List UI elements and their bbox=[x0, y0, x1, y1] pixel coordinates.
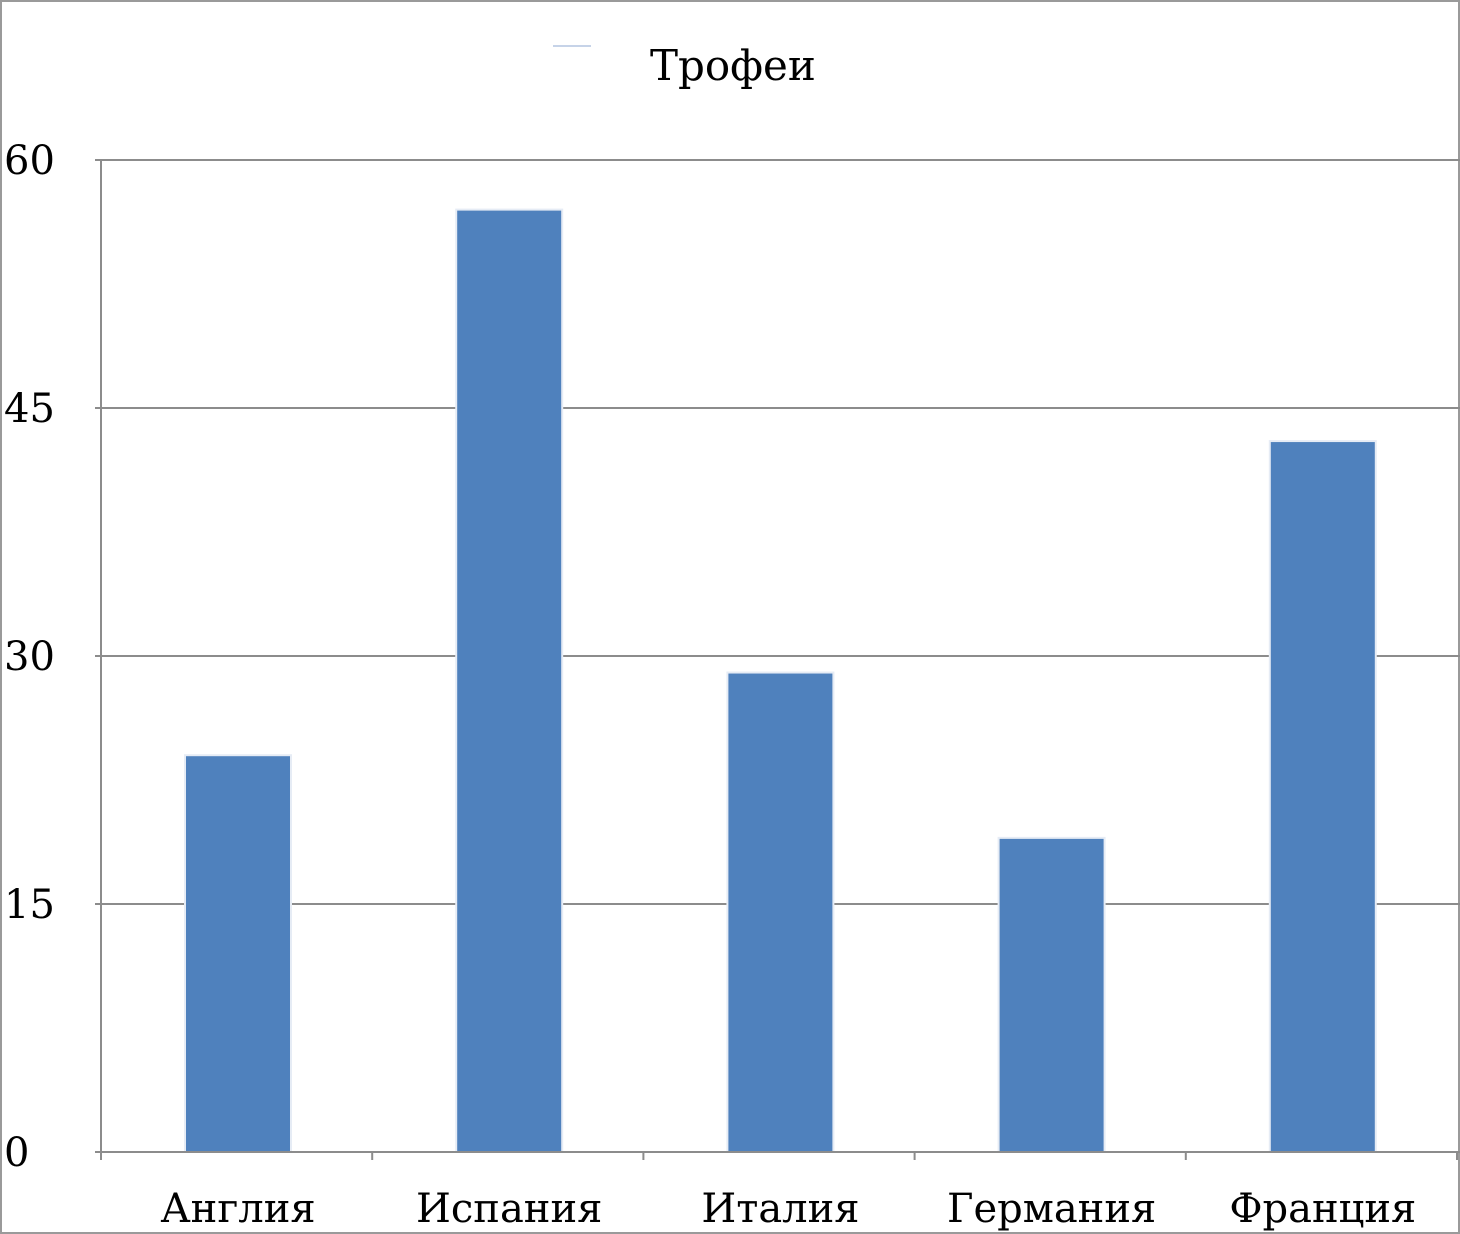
x-category-label: Германия bbox=[947, 1186, 1156, 1232]
y-tick-label: 30 bbox=[4, 634, 55, 680]
legend-label: Трофеи bbox=[650, 41, 816, 90]
y-axis: 0 15 30 45 60 bbox=[4, 138, 102, 1176]
bar-5 bbox=[1268, 440, 1377, 1154]
x-axis: Англия Испания Италия Германия Франция bbox=[100, 1151, 1460, 1232]
y-tick-label: 0 bbox=[4, 1130, 29, 1176]
x-category-label: Италия bbox=[701, 1186, 859, 1232]
y-tick-label: 15 bbox=[4, 882, 55, 928]
bar-1 bbox=[184, 754, 292, 1153]
y-tick-label: 60 bbox=[4, 138, 55, 184]
bar-4 bbox=[997, 836, 1106, 1153]
legend: Трофеи bbox=[553, 41, 816, 90]
y-tick-label: 45 bbox=[4, 386, 55, 432]
bar-2 bbox=[455, 208, 564, 1154]
x-category-label: Англия bbox=[160, 1186, 315, 1232]
bar-3 bbox=[726, 671, 835, 1153]
x-category-label: Испания bbox=[416, 1186, 602, 1232]
x-category-label: Франция bbox=[1229, 1186, 1416, 1232]
bars bbox=[184, 208, 1377, 1154]
